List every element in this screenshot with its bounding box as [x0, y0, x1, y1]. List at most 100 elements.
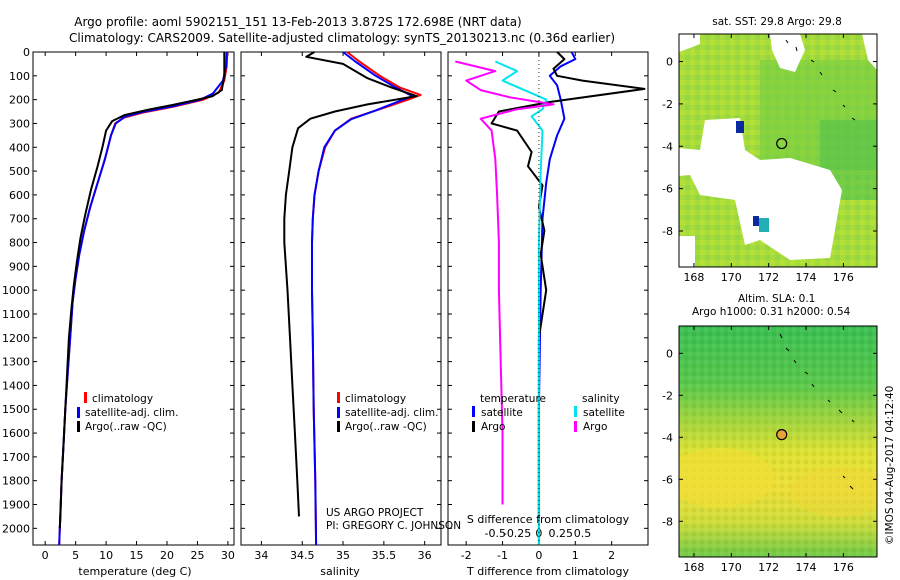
s-difference-axis-label: S difference from climatology	[467, 513, 630, 526]
salinity-series-climatology	[311, 51, 422, 546]
sst-coastline	[785, 39, 856, 121]
sla-map-title-line1: Altim. SLA: 0.1	[738, 293, 815, 305]
depth-tick-label: 1200	[2, 332, 30, 345]
salinity-legend: climatology satellite-adj. clim. Argo(..…	[337, 392, 438, 433]
salinity-x-tick-label: 34.5	[290, 549, 315, 562]
legend-argo-label: Argo(..raw -QC)	[345, 421, 427, 433]
temperature-x-tick-label: 5	[72, 549, 79, 562]
sst-map: 168 170 172 174 176 0 -2 -4 -6 -8	[662, 33, 878, 284]
temperature-x-tick-label: 0	[42, 549, 49, 562]
legend-s-satellite-swatch	[574, 406, 577, 417]
legend-salinity-heading: salinity	[582, 393, 620, 405]
legend-temperature-heading: temperature	[480, 393, 546, 405]
temperature-x-tick-label: 30	[221, 549, 235, 562]
s-difference-tick-label: -0.25	[503, 527, 531, 540]
depth-tick-label: 1700	[2, 451, 30, 464]
salinity-x-tick-label: 34	[254, 549, 268, 562]
sst-map-title: sat. SST: 29.8 Argo: 29.8	[712, 16, 842, 28]
difference-x-tick-label: -2	[461, 549, 472, 562]
depth-tick-label: 1000	[2, 284, 30, 297]
salinity-axis-label: salinity	[320, 565, 360, 578]
salinity-x-tick-label: 35.5	[372, 549, 397, 562]
difference-series-temperature-argo	[490, 51, 646, 517]
imos-watermark: ©IMOS 04-Aug-2017 04:12:40	[884, 386, 896, 545]
temperature-legend: climatology satellite-adj. clim. Argo(..…	[77, 392, 178, 433]
map-y-tick-label: 0	[666, 56, 673, 69]
sst-cold-pixel	[759, 218, 769, 232]
salinity-x-tick-label: 35	[336, 549, 350, 562]
s-difference-tick-label: 0.5	[574, 527, 592, 540]
legend-argo-swatch	[337, 421, 340, 432]
depth-tick-label: 200	[9, 94, 30, 107]
temperature-series-argo-raw-qc-	[58, 52, 226, 529]
map-x-tick-label: 172	[758, 271, 779, 284]
legend-t-argo-label: Argo	[481, 421, 505, 433]
legend-satellite-swatch	[337, 407, 340, 418]
legend-argo-label: Argo(..raw -QC)	[85, 421, 167, 433]
temperature-panel-frame	[32, 51, 235, 546]
legend-s-satellite-label: satellite	[583, 407, 625, 419]
difference-series-temperature-satellite	[537, 51, 577, 545]
sst-float-position-marker	[776, 137, 788, 150]
sla-high-anomaly	[679, 448, 775, 508]
sla-map-title-line2: Argo h1000: 0.31 h2000: 0.54	[692, 306, 851, 318]
legend-satellite-label: satellite-adj. clim.	[345, 407, 438, 419]
map-y-tick-label: 0	[666, 347, 673, 360]
sst-cold-pixel	[753, 216, 759, 226]
depth-tick-label: 2000	[2, 522, 30, 535]
map-y-tick-label: -8	[662, 225, 673, 238]
sst-cloud-gap	[679, 118, 842, 260]
map-x-tick-label: 172	[758, 561, 779, 574]
project-credit: US ARGO PROJECT	[326, 507, 424, 519]
sla-high-anomaly	[790, 467, 877, 517]
legend-t-argo-swatch	[472, 421, 475, 432]
map-y-tick-label: -2	[662, 98, 673, 111]
depth-tick-label: 1600	[2, 427, 30, 440]
difference-series-salinity-argo	[455, 60, 555, 505]
legend-climatology-swatch	[84, 392, 87, 403]
t-difference-axis-label: T difference from climatology	[466, 565, 629, 578]
difference-x-tick-label: 2	[608, 549, 615, 562]
salinity-x-tick-label: 36	[418, 549, 432, 562]
difference-legend: temperature salinity satellite Argo sate…	[472, 393, 625, 433]
legend-climatology-label: climatology	[92, 393, 153, 405]
salinity-series-argo-raw-qc-	[283, 51, 418, 517]
sla-map-frame	[678, 325, 878, 558]
legend-argo-swatch	[77, 421, 80, 432]
depth-tick-label: 1100	[2, 308, 30, 321]
difference-x-tick-label: -1	[497, 549, 508, 562]
s-difference-tick-label: -0.5	[485, 527, 506, 540]
map-x-tick-label: 168	[683, 561, 704, 574]
sst-cold-pixel	[736, 121, 744, 133]
temperature-x-tick-label: 25	[190, 549, 204, 562]
depth-tick-label: 400	[9, 141, 30, 154]
depth-tick-label: 1300	[2, 356, 30, 369]
legend-t-satellite-label: satellite	[481, 407, 523, 419]
sst-cloud-gap	[862, 34, 877, 70]
sla-map: 168 170 172 174 176 0 -2 -4 -6 -8	[662, 325, 878, 574]
legend-t-satellite-swatch	[472, 406, 475, 417]
sla-texture	[679, 326, 877, 557]
map-x-tick-label: 174	[796, 561, 817, 574]
figure-title-line1: Argo profile: aoml 5902151_151 13-Feb-20…	[74, 15, 521, 29]
depth-tick-label: 500	[9, 165, 30, 178]
map-y-tick-label: -8	[662, 515, 673, 528]
legend-s-argo-label: Argo	[583, 421, 607, 433]
temperature-x-tick-label: 20	[160, 549, 174, 562]
map-y-tick-label: -4	[662, 431, 673, 444]
sla-float-position-marker	[776, 429, 788, 441]
difference-series-salinity-satellite	[494, 60, 548, 545]
map-x-tick-label: 176	[833, 271, 854, 284]
sst-cloud-gap	[770, 34, 805, 72]
depth-tick-label: 300	[9, 117, 30, 130]
depth-tick-label: 900	[9, 260, 30, 273]
difference-panel-frame	[447, 51, 649, 546]
salinity-series-satellite-adj-clim-	[311, 51, 414, 546]
depth-tick-label: 1400	[2, 379, 30, 392]
difference-x-tick-label: 0	[535, 549, 542, 562]
sst-cloud-gap	[679, 34, 700, 52]
sla-coastline	[779, 333, 855, 490]
depth-tick-label: 800	[9, 237, 30, 250]
legend-satellite-label: satellite-adj. clim.	[85, 407, 178, 419]
depth-tick-label: 700	[9, 213, 30, 226]
